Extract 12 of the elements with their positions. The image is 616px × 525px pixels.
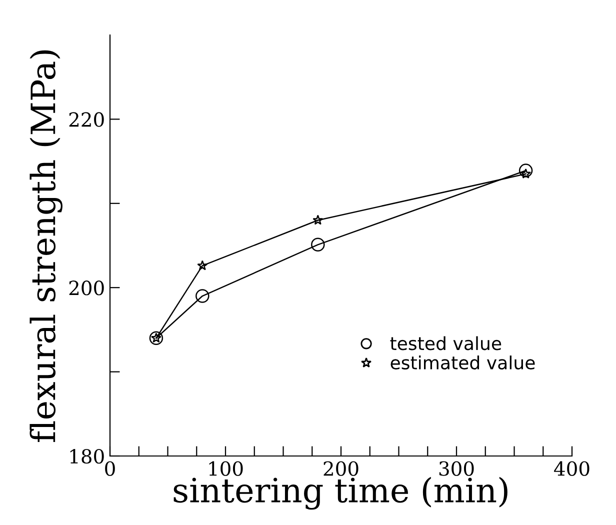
y-tick-label: 180	[70, 448, 104, 464]
y-axis-title: flexural strength (MPa)	[30, 50, 62, 442]
x-tick-label: 100	[209, 461, 243, 476]
x-tick-label: 300	[439, 461, 474, 476]
legend-label: estimated value	[390, 356, 535, 370]
x-tick-label: 400	[554, 461, 590, 476]
legend-label: tested value	[390, 336, 502, 350]
x-axis-title: sintering time (min)	[174, 476, 508, 510]
x-tick-label: 200	[324, 461, 358, 476]
y-tick-label: 200	[69, 280, 104, 296]
x-tick-label: 0	[105, 461, 115, 476]
y-tick-label: 220	[69, 112, 104, 127]
